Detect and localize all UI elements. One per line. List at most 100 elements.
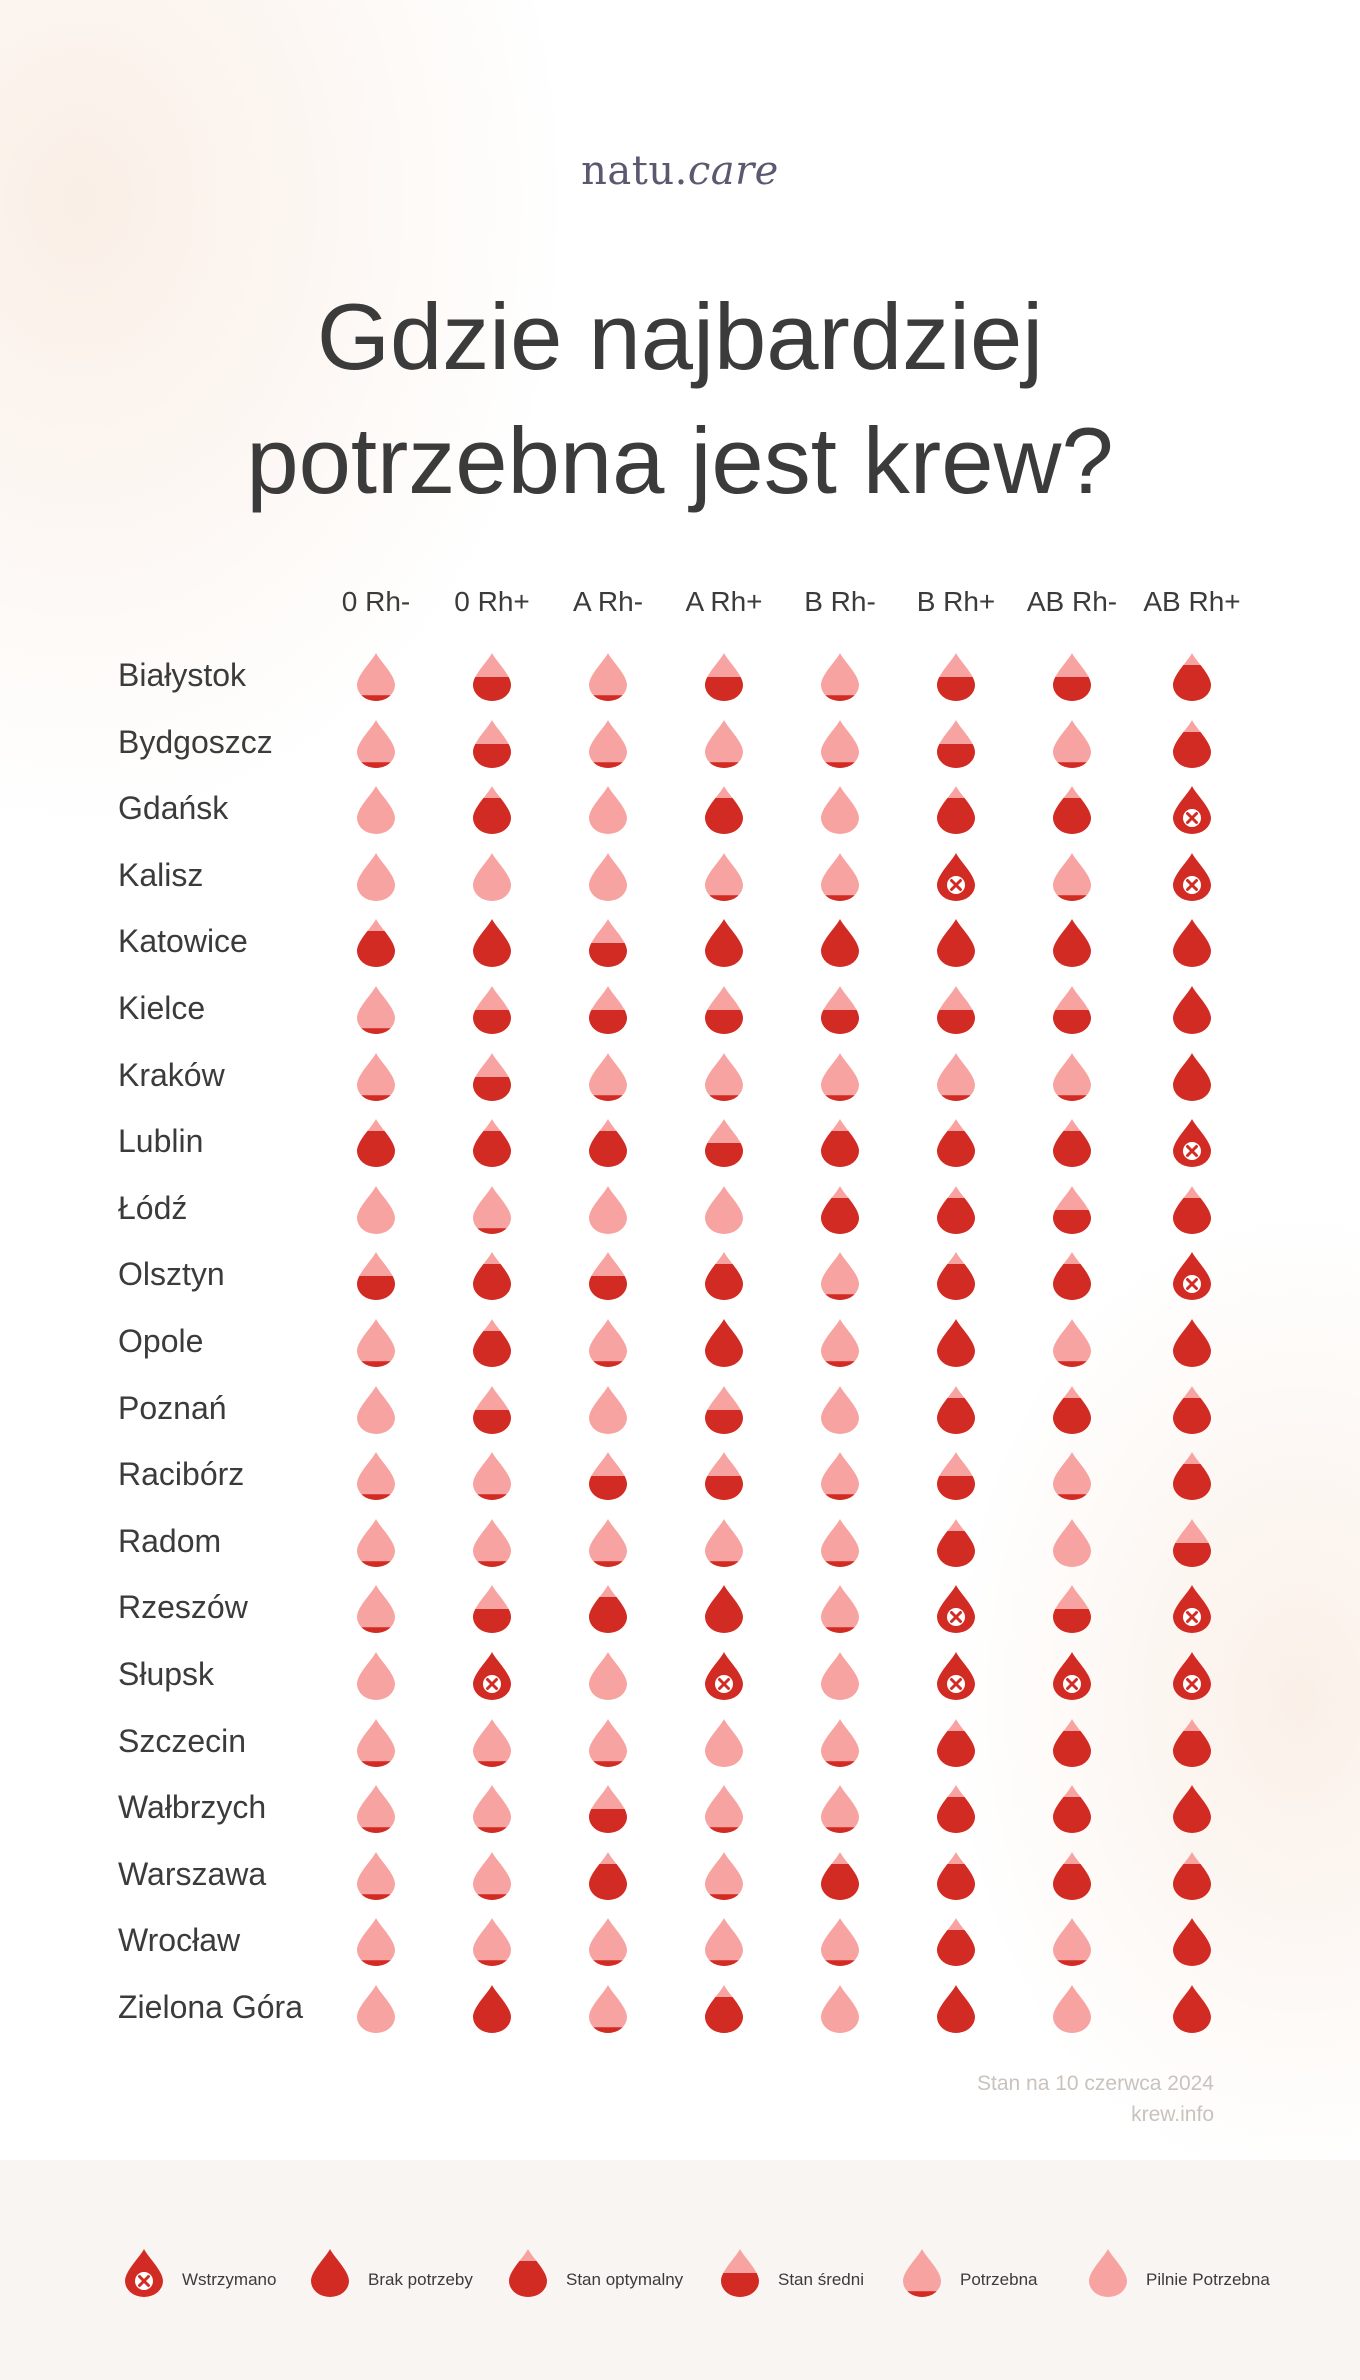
blood-drop-icon bbox=[1172, 1851, 1212, 1901]
legend-label: Stan optymalny bbox=[566, 2270, 684, 2289]
blood-drop-icon bbox=[704, 1185, 744, 1235]
blood-drop-icon bbox=[1052, 1917, 1092, 1967]
blood-drop-icon bbox=[820, 1052, 860, 1102]
column-header: A Rh+ bbox=[685, 586, 763, 617]
blood-drop-icon bbox=[588, 1451, 628, 1501]
city-label: Zielona Góra bbox=[118, 1989, 303, 2025]
blood-drop-icon bbox=[820, 1984, 860, 2034]
legend-drop-icon bbox=[124, 2248, 164, 2298]
legend-drop-icon bbox=[508, 2248, 548, 2298]
blood-drop-icon bbox=[588, 1584, 628, 1634]
blood-drop-icon bbox=[472, 1784, 512, 1834]
brand-name-accent: care bbox=[687, 148, 779, 194]
blood-drop-icon bbox=[1172, 1052, 1212, 1102]
blood-drop-icon bbox=[1172, 1584, 1212, 1634]
blood-drop-icon bbox=[704, 1385, 744, 1435]
blood-drop-icon bbox=[936, 719, 976, 769]
city-label: Poznań bbox=[118, 1389, 227, 1426]
legend-label: Wstrzymano bbox=[182, 2270, 277, 2289]
brand-name-main: natu. bbox=[581, 148, 688, 194]
blood-drop-icon bbox=[704, 1984, 744, 2034]
blood-drop-icon bbox=[472, 1917, 512, 1967]
city-label: Słupsk bbox=[118, 1656, 215, 1692]
column-header: AB Rh+ bbox=[1143, 586, 1241, 617]
blood-drop-icon bbox=[1052, 1451, 1092, 1501]
blood-drop-icon bbox=[1172, 1518, 1212, 1568]
title-line-1: Gdzie najbardziej bbox=[316, 284, 1044, 389]
blood-drop-icon bbox=[1172, 652, 1212, 702]
blood-drop-icon bbox=[704, 1118, 744, 1168]
blood-drop-icon bbox=[356, 1318, 396, 1368]
blood-drop-icon bbox=[820, 1451, 860, 1501]
blood-drop-icon bbox=[704, 1251, 744, 1301]
blood-drop-icon bbox=[1052, 918, 1092, 968]
blood-drop-icon bbox=[936, 852, 976, 902]
blood-drop-icon bbox=[936, 1118, 976, 1168]
city-label: Gdańsk bbox=[118, 790, 229, 827]
page-title: Gdzie najbardziej potrzebna jest krew? bbox=[0, 275, 1360, 523]
blood-drop-icon bbox=[472, 1851, 512, 1901]
blood-drop-icon bbox=[1052, 985, 1092, 1035]
blood-drop-icon bbox=[472, 1451, 512, 1501]
blood-drop-icon bbox=[588, 1784, 628, 1834]
blood-drop-icon bbox=[472, 1584, 512, 1634]
column-header: A Rh- bbox=[572, 586, 644, 617]
blood-drop-icon bbox=[936, 918, 976, 968]
footnote-date: Stan na 10 czerwca 2024 bbox=[977, 2072, 1214, 2095]
blood-drop-icon bbox=[1052, 1385, 1092, 1435]
blood-drop-icon bbox=[936, 1052, 976, 1102]
blood-drop-icon bbox=[1052, 652, 1092, 702]
blood-drop-icon bbox=[1052, 1185, 1092, 1235]
blood-drop-icon bbox=[704, 1718, 744, 1768]
blood-drop-icon bbox=[356, 1251, 396, 1301]
blood-drop-icon bbox=[704, 1917, 744, 1967]
blood-drop-icon bbox=[1052, 1318, 1092, 1368]
city-label: Łódź bbox=[118, 1189, 188, 1226]
blood-drop-icon bbox=[820, 1318, 860, 1368]
column-header: 0 Rh+ bbox=[454, 586, 530, 617]
blood-drop-icon bbox=[1052, 1984, 1092, 2034]
blood-drop-icon bbox=[588, 1118, 628, 1168]
blood-drop-icon bbox=[356, 652, 396, 702]
blood-drop-icon bbox=[936, 985, 976, 1035]
blood-drop-icon bbox=[936, 785, 976, 835]
blood-drop-icon bbox=[472, 719, 512, 769]
blood-drop-icon bbox=[1052, 1718, 1092, 1768]
city-label: Wałbrzych bbox=[118, 1789, 267, 1826]
blood-drop-icon bbox=[936, 652, 976, 702]
blood-drop-icon bbox=[472, 652, 512, 702]
blood-drop-icon bbox=[1052, 1052, 1092, 1102]
blood-drop-icon bbox=[472, 918, 512, 968]
blood-drop-icon bbox=[936, 1718, 976, 1768]
blood-drop-icon bbox=[820, 918, 860, 968]
blood-drop-icon bbox=[1052, 1851, 1092, 1901]
blood-drop-icon bbox=[820, 852, 860, 902]
blood-drop-icon bbox=[820, 1917, 860, 1967]
blood-drop-icon bbox=[588, 1651, 628, 1701]
city-label: Wrocław bbox=[118, 1922, 241, 1959]
blood-drop-icon bbox=[1172, 1318, 1212, 1368]
city-label: Białystok bbox=[118, 657, 247, 693]
blood-drop-icon bbox=[1052, 1518, 1092, 1568]
city-label: Opole bbox=[118, 1323, 204, 1359]
blood-drop-icon bbox=[356, 1118, 396, 1168]
blood-drop-icon bbox=[820, 1518, 860, 1568]
legend-drop-icon bbox=[720, 2248, 760, 2298]
blood-drop-icon bbox=[472, 1518, 512, 1568]
blood-drop-icon bbox=[588, 985, 628, 1035]
legend: Wstrzymano Brak potrzeby Stan optymalny Sta… bbox=[0, 2160, 1360, 2380]
column-header: B Rh- bbox=[804, 586, 876, 617]
blood-drop-icon bbox=[472, 1984, 512, 2034]
blood-drop-icon bbox=[820, 1118, 860, 1168]
blood-drop-icon bbox=[704, 1651, 744, 1701]
blood-drop-icon bbox=[1172, 1385, 1212, 1435]
city-label: Kalisz bbox=[118, 856, 204, 893]
blood-drop-icon bbox=[472, 1052, 512, 1102]
blood-drop-icon bbox=[356, 1917, 396, 1967]
blood-drop-icon bbox=[704, 785, 744, 835]
blood-drop-icon bbox=[936, 1518, 976, 1568]
blood-drop-icon bbox=[936, 1584, 976, 1634]
blood-drop-icon bbox=[820, 1851, 860, 1901]
blood-drop-icon bbox=[588, 652, 628, 702]
blood-drop-icon bbox=[356, 1651, 396, 1701]
